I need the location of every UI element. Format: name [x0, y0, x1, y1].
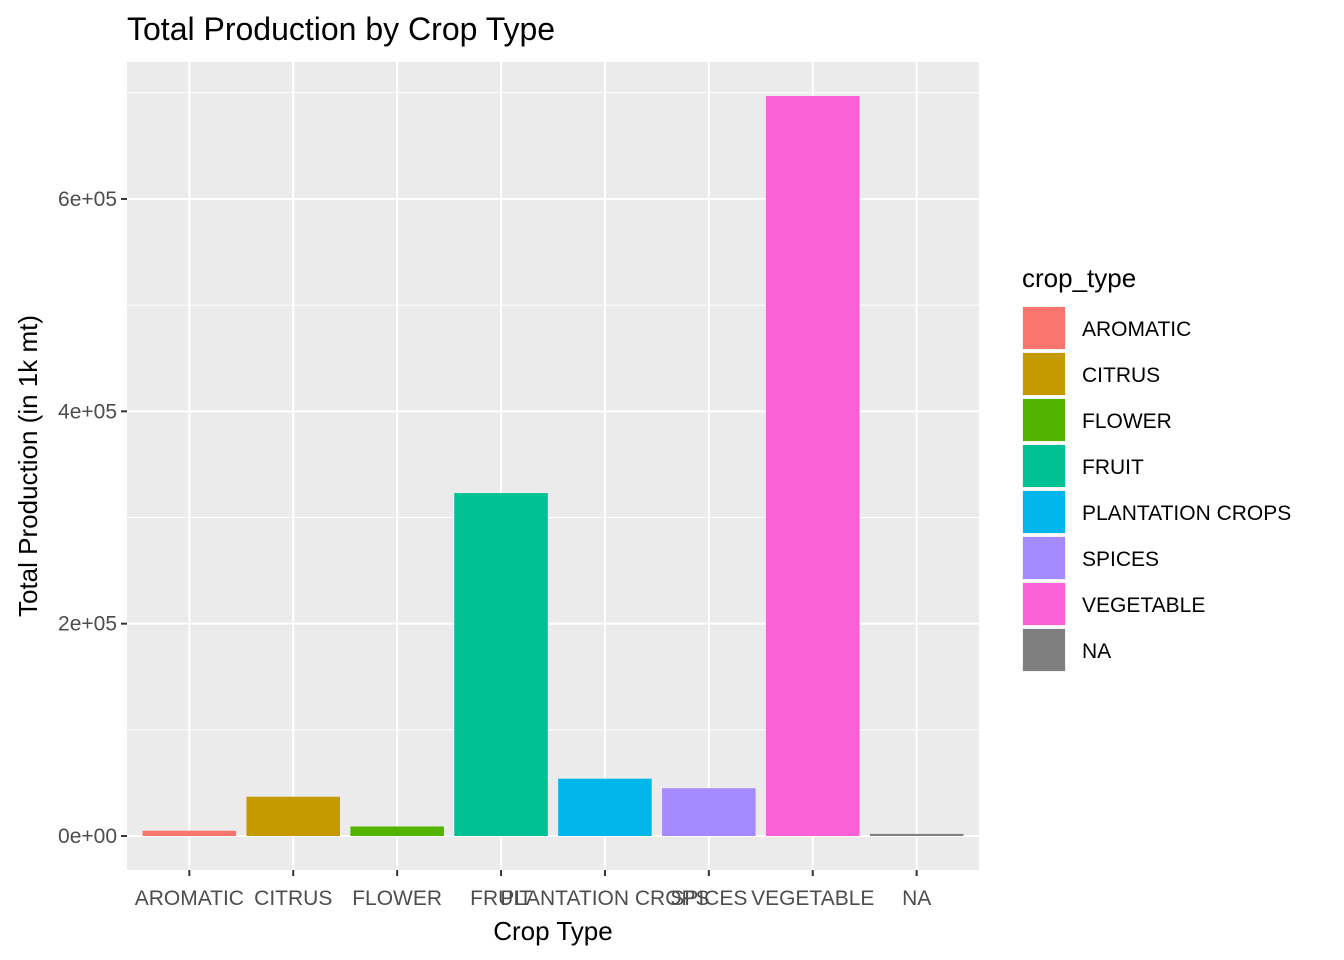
legend-label: VEGETABLE: [1082, 594, 1205, 617]
x-tick-label: SPICES: [670, 887, 747, 910]
legend-swatch: [1023, 399, 1065, 441]
legend-swatch: [1023, 491, 1065, 533]
x-axis-title: Crop Type: [493, 916, 612, 946]
legend-label: SPICES: [1082, 548, 1159, 571]
y-axis-title: Total Production (in 1k mt): [13, 315, 43, 617]
x-tick-label: CITRUS: [254, 887, 332, 910]
y-tick-label: 4e+05: [58, 400, 117, 423]
x-tick-label: FRUIT: [470, 887, 532, 910]
legend-swatch: [1023, 307, 1065, 349]
bar-citrus: [246, 796, 340, 837]
legend-label: PLANTATION CROPS: [1082, 502, 1291, 525]
bar-aromatic: [142, 830, 237, 837]
chart-title: Total Production by Crop Type: [127, 11, 555, 47]
legend-label: FRUIT: [1082, 456, 1144, 479]
y-tick-label: 0e+00: [58, 825, 117, 848]
x-tick-label: PLANTATION CROPS: [500, 887, 709, 910]
bar-vegetable: [766, 95, 860, 837]
x-tick-label: VEGETABLE: [751, 887, 874, 910]
legend-swatch: [1023, 583, 1065, 625]
bar-na: [869, 833, 964, 837]
x-tick-label: NA: [902, 887, 931, 910]
legend-swatch: [1023, 629, 1065, 671]
bars: [142, 95, 964, 837]
legend-label: AROMATIC: [1082, 318, 1191, 341]
y-axis: 0e+00 2e+05 4e+05 6e+05: [58, 188, 127, 848]
legend-label: CITRUS: [1082, 364, 1160, 387]
bar-fruit: [454, 493, 548, 837]
legend-label: FLOWER: [1082, 410, 1172, 433]
legend-label: NA: [1082, 640, 1111, 663]
bar-plantation-crops: [558, 778, 652, 837]
legend-swatch: [1023, 537, 1065, 579]
x-tick-label: AROMATIC: [135, 887, 244, 910]
x-tick-label: FLOWER: [352, 887, 442, 910]
legend-title: crop_type: [1022, 263, 1136, 293]
bar-spices: [662, 788, 756, 837]
bar-flower: [350, 826, 444, 837]
legend: crop_type AROMATIC CITRUS FLOWER FRUIT PLANT…: [1022, 263, 1291, 672]
legend-swatch: [1023, 353, 1065, 395]
y-tick-label: 2e+05: [58, 613, 117, 636]
legend-swatch: [1023, 445, 1065, 487]
y-tick-label: 6e+05: [58, 188, 117, 211]
